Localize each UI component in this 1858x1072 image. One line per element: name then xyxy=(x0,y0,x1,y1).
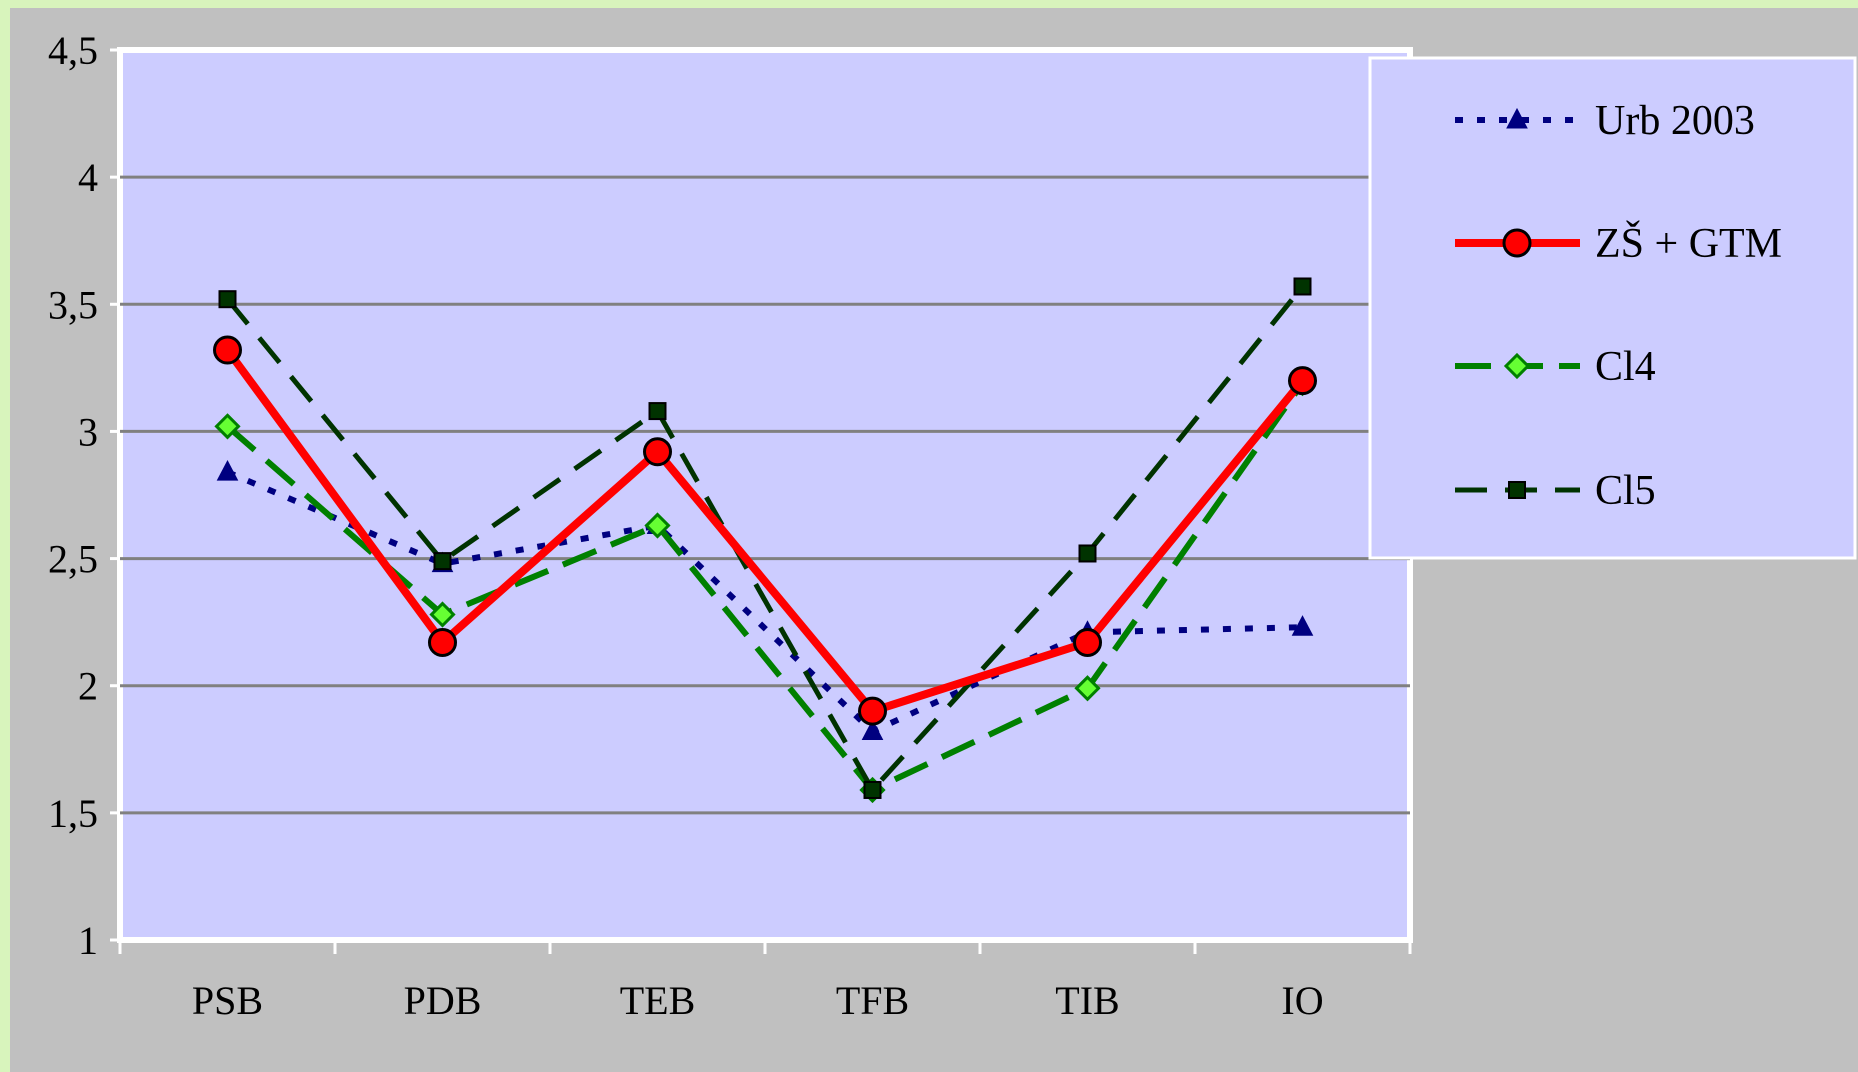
data-point xyxy=(433,552,452,571)
series-line xyxy=(225,381,1305,793)
y-tick-label: 3 xyxy=(78,409,98,454)
data-point xyxy=(1073,627,1102,657)
x-tick-label: PDB xyxy=(404,978,482,1023)
legend-label: Cl4 xyxy=(1595,344,1656,390)
series-line xyxy=(226,469,1303,735)
data-point xyxy=(861,719,884,740)
y-axis-tick-labels: 1 1,5 2 2,5 3 3,5 4 4,5 xyxy=(48,28,98,963)
series-z-gtm xyxy=(213,335,1317,726)
legend-entry: ZŠ + GTM xyxy=(1455,220,1782,267)
legend-marker xyxy=(1506,107,1528,129)
data-point xyxy=(863,780,882,799)
x-tick-label: TEB xyxy=(620,978,696,1023)
x-axis-tick-labels: PSB PDB TEB TFB TIB IO xyxy=(192,978,1324,1023)
data-point xyxy=(218,290,237,309)
legend-entry: Urb 2003 xyxy=(1455,98,1755,144)
y-tick-label: 2,5 xyxy=(48,537,98,582)
y-tick-label: 2 xyxy=(78,664,98,709)
y-tick-label: 1 xyxy=(78,918,98,963)
legend-box xyxy=(1368,56,1857,560)
y-tick-label: 1,5 xyxy=(48,791,98,836)
data-point xyxy=(428,627,457,657)
data-point xyxy=(214,413,241,440)
x-tick-label: PSB xyxy=(192,978,263,1023)
y-tick-label: 4,5 xyxy=(48,28,98,73)
data-point xyxy=(429,601,456,628)
legend-marker xyxy=(1503,352,1531,380)
x-tick-label: TIB xyxy=(1055,978,1119,1023)
legend-entry: Cl4 xyxy=(1455,344,1656,390)
data-point xyxy=(643,437,672,467)
y-tick-label: 3,5 xyxy=(48,282,98,327)
legend-marker xyxy=(1508,481,1526,499)
series-cl5 xyxy=(218,277,1312,799)
data-point xyxy=(1293,277,1312,296)
legend-label: Cl5 xyxy=(1595,468,1656,514)
x-tick-label: IO xyxy=(1281,978,1323,1023)
legend: Urb 2003 ZŠ + GTM Cl4 Cl5 xyxy=(1368,56,1857,560)
y-tick-label: 4 xyxy=(78,155,98,200)
data-point xyxy=(1074,675,1101,702)
data-point xyxy=(1288,366,1317,396)
series-line xyxy=(224,347,1306,716)
x-tick-label: TFB xyxy=(836,978,909,1023)
legend-label: Urb 2003 xyxy=(1595,98,1755,144)
data-point xyxy=(213,335,242,365)
data-point xyxy=(648,402,667,421)
legend-entry: Cl5 xyxy=(1455,468,1656,514)
data-point xyxy=(216,460,239,481)
axes xyxy=(110,48,1412,954)
data-point xyxy=(1078,544,1097,563)
data-point xyxy=(644,512,671,539)
series-line xyxy=(225,284,1305,793)
data-point xyxy=(1291,615,1314,636)
plot-area xyxy=(117,47,1413,943)
series-group xyxy=(213,277,1317,804)
data-point xyxy=(858,696,887,726)
legend-label: ZŠ + GTM xyxy=(1595,220,1782,267)
legend-marker xyxy=(1502,228,1532,258)
